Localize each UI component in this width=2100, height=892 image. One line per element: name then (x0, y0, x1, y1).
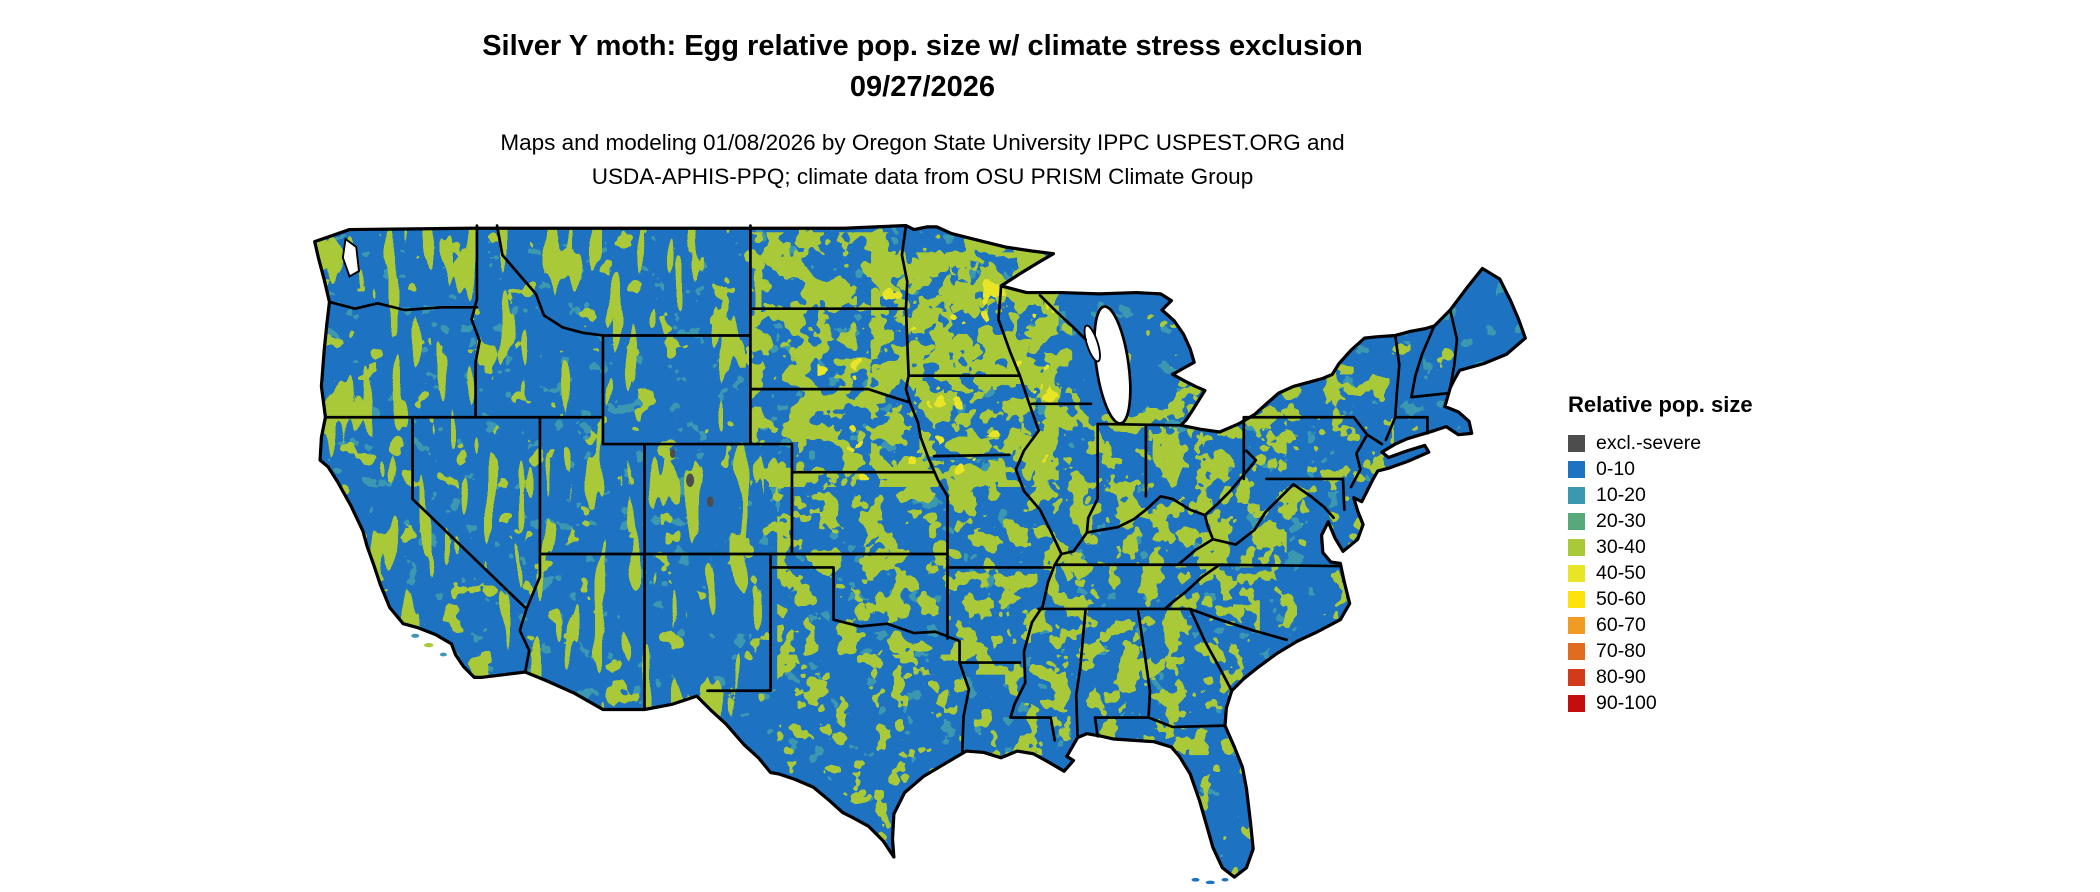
legend-swatch (1568, 590, 1585, 608)
legend-item: 30-40 (1568, 534, 1753, 560)
page-title: Silver Y moth: Egg relative pop. size w/… (0, 26, 1845, 108)
legend-swatch (1568, 642, 1585, 660)
legend-items: excl.-severe 0-10 10-20 20-30 30-40 40-50 50-6… (1568, 430, 1753, 716)
legend-item: excl.-severe (1568, 430, 1753, 456)
legend-item: 50-60 (1568, 586, 1753, 612)
legend-label: 90-100 (1596, 691, 1657, 714)
legend-swatch (1568, 538, 1585, 556)
subtitle-line2: USDA-APHIS-PPQ; climate data from OSU PR… (591, 164, 1254, 190)
legend-swatch (1568, 512, 1585, 530)
legend-label: 60-70 (1596, 613, 1646, 636)
legend-swatch (1568, 616, 1585, 634)
islands (411, 633, 1229, 884)
legend-swatch (1568, 694, 1585, 712)
legend-swatch (1568, 668, 1585, 686)
legend-label: 10-20 (1596, 483, 1646, 506)
legend-swatch (1568, 434, 1585, 452)
legend-label: 50-60 (1596, 587, 1646, 610)
subtitle-line1: Maps and modeling 01/08/2026 by Oregon S… (500, 130, 1345, 156)
page-subtitle: Maps and modeling 01/08/2026 by Oregon S… (0, 126, 1845, 194)
legend-item: 80-90 (1568, 664, 1753, 690)
legend-item: 10-20 (1568, 482, 1753, 508)
legend-item: 20-30 (1568, 508, 1753, 534)
header: Silver Y moth: Egg relative pop. size w/… (0, 26, 1845, 194)
legend-item: 70-80 (1568, 638, 1753, 664)
legend-label: excl.-severe (1596, 431, 1702, 454)
legend: Relative pop. size excl.-severe 0-10 10-20… (1568, 392, 1753, 716)
state-borders (324, 224, 1459, 753)
legend-label: 0-10 (1596, 457, 1636, 480)
us-map (313, 224, 1527, 884)
legend-swatch (1568, 486, 1585, 504)
legend-title: Relative pop. size (1568, 392, 1753, 417)
legend-label: 80-90 (1596, 665, 1646, 688)
legend-swatch (1568, 460, 1585, 478)
legend-label: 40-50 (1596, 561, 1646, 584)
legend-item: 0-10 (1568, 456, 1753, 482)
title-line1: Silver Y moth: Egg relative pop. size w/… (482, 30, 1363, 62)
legend-item: 60-70 (1568, 612, 1753, 638)
legend-item: 40-50 (1568, 560, 1753, 586)
legend-swatch (1568, 564, 1585, 582)
legend-label: 20-30 (1596, 509, 1646, 532)
legend-label: 30-40 (1596, 535, 1646, 558)
legend-item: 90-100 (1568, 690, 1753, 716)
title-date: 09/27/2026 (849, 71, 996, 104)
legend-label: 70-80 (1596, 639, 1646, 662)
